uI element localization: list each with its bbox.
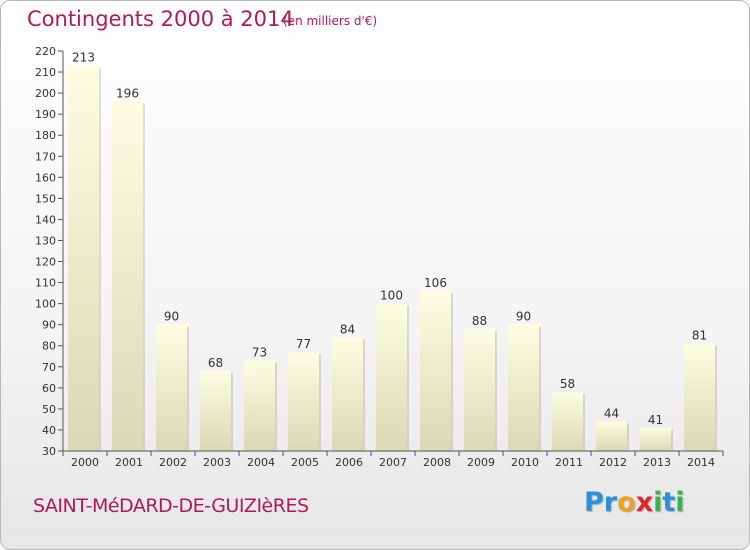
bars-group: 213 196 90 68 73 77 84 100 106 88 90 58 44 41 81	[68, 51, 717, 452]
y-tick-label: 160	[35, 171, 56, 184]
y-tick-label: 100	[35, 298, 56, 311]
y-tick-label: 40	[42, 424, 56, 437]
x-tick-label: 2007	[379, 456, 407, 469]
y-tick-label: 180	[35, 129, 56, 142]
y-tick-label: 80	[42, 340, 56, 353]
bar	[68, 65, 99, 451]
bar-value-label: 84	[340, 322, 355, 336]
bar-value-label: 44	[604, 407, 619, 421]
x-tick-label: 2004	[247, 456, 275, 469]
y-tick-label: 190	[35, 108, 56, 121]
bar	[332, 337, 363, 451]
y-tick-label: 60	[42, 382, 56, 395]
chart-title: Contingents 2000 à 2014	[27, 7, 294, 31]
logo-letter: t	[662, 487, 676, 518]
y-tick-label: 30	[42, 445, 56, 458]
bar-value-label: 88	[472, 314, 487, 328]
logo-letter: i	[653, 487, 663, 518]
logo-letter: x	[635, 487, 654, 518]
y-tick-label: 90	[42, 319, 56, 332]
bar-value-label: 81	[692, 329, 707, 343]
bar-value-label: 68	[208, 356, 223, 370]
y-tick-label: 200	[35, 87, 56, 100]
logo-letter: r	[603, 487, 618, 518]
x-tick-label: 2001	[115, 456, 143, 469]
x-tick-label: 2014	[687, 456, 715, 469]
bar	[244, 360, 275, 451]
bar-value-label: 73	[252, 345, 267, 359]
x-tick-label: 2006	[335, 456, 363, 469]
bar	[596, 421, 627, 451]
y-tick-label: 150	[35, 192, 56, 205]
y-tick-label: 50	[42, 403, 56, 416]
y-tick-label: 210	[35, 66, 56, 79]
x-tick-label: 2013	[643, 456, 671, 469]
x-tick-label: 2002	[159, 456, 187, 469]
bar	[420, 291, 451, 451]
x-tick-label: 2009	[467, 456, 495, 469]
x-tick-label: 2000	[71, 456, 99, 469]
bar	[288, 352, 319, 451]
x-tick-label: 2008	[423, 456, 451, 469]
y-tick-label: 120	[35, 256, 56, 269]
y-tick-label: 110	[35, 277, 56, 290]
bar	[464, 328, 495, 451]
bar-value-label: 77	[296, 337, 311, 351]
bar-value-label: 90	[516, 310, 531, 324]
y-tick-label: 130	[35, 234, 56, 247]
x-tick-label: 2003	[203, 456, 231, 469]
y-axis: 30 40 50 60 70 80 90 100 110 120 130 140 150 160 170 18…	[35, 45, 64, 458]
bar	[200, 371, 231, 451]
x-tick-label: 2012	[599, 456, 627, 469]
y-tick-label: 170	[35, 150, 56, 163]
bar-value-label: 106	[424, 276, 447, 290]
bar-value-label: 196	[116, 87, 139, 101]
bar-value-label: 41	[648, 413, 663, 427]
y-tick-label: 140	[35, 213, 56, 226]
bar	[640, 427, 671, 451]
x-tick-label: 2010	[511, 456, 539, 469]
bar-value-label: 58	[560, 377, 575, 391]
proxiti-logo[interactable]: Proxiti	[584, 487, 685, 518]
logo-letter: i	[675, 487, 685, 518]
bar-value-label: 90	[164, 310, 179, 324]
commune-name: SAINT-MéDARD-DE-GUIZIèRES	[33, 495, 309, 517]
bar-value-label: 213	[72, 51, 95, 65]
logo-letter: o	[617, 487, 636, 518]
bar	[376, 303, 407, 451]
bar	[684, 343, 715, 451]
chart-subtitle: (en milliers d'€)	[283, 14, 378, 28]
x-axis: 2000 2001 2002 2003 2004 2005 2006 2007 2008 2009…	[62, 450, 724, 469]
bar	[112, 101, 143, 452]
x-tick-label: 2005	[291, 456, 319, 469]
bar	[508, 324, 539, 451]
y-tick-label: 220	[35, 45, 56, 58]
bar-value-label: 100	[380, 289, 403, 303]
logo-letter: P	[584, 487, 604, 518]
bar	[156, 324, 187, 451]
bar	[552, 392, 583, 451]
x-tick-label: 2011	[555, 456, 583, 469]
y-tick-label: 70	[42, 361, 56, 374]
